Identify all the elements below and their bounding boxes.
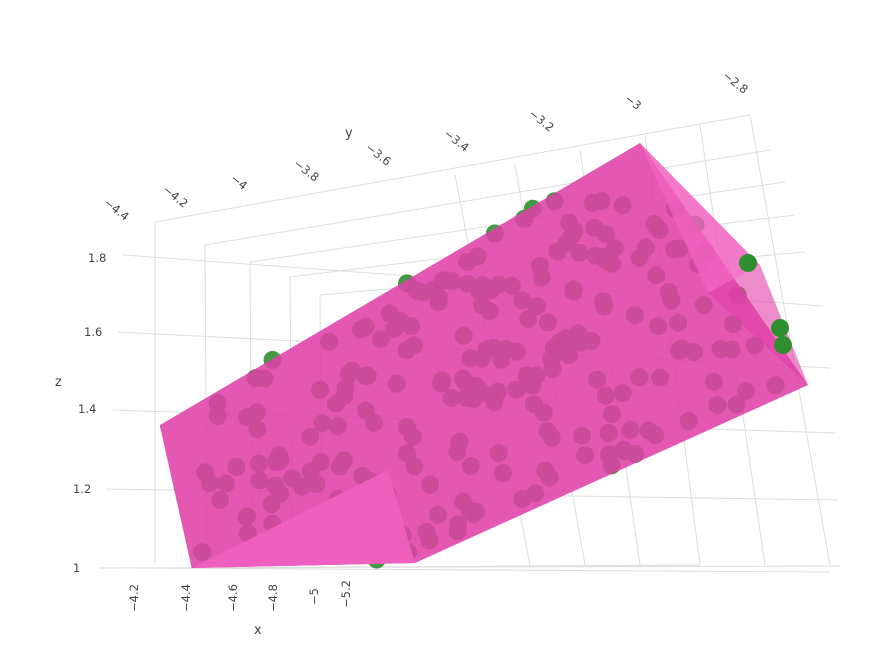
z-tick-label: 1.2 [73,482,91,496]
y-tick-label: −4 [228,171,250,192]
convex-hull-mesh [159,143,808,569]
hull-face [160,143,808,568]
x-axis-title: x [254,623,262,638]
z-tick-label: 1 [73,561,80,575]
scatter-points-front [739,254,792,354]
hull-face [708,265,808,385]
y-tick-label: −3.2 [526,106,557,134]
gridline [204,149,771,246]
z-axis-title: z [55,375,62,390]
x-tick-label: −5 [307,588,321,605]
z-tick-label: 1.6 [84,325,102,339]
z-tick-label: 1.4 [78,402,96,416]
gridline [189,564,701,569]
x-tick-label: −4.2 [127,584,141,612]
scatter-point [771,319,789,337]
y-tick-label: −4.2 [160,182,191,210]
hull-face [192,470,415,568]
scatter-point [739,254,757,272]
y-axis-title: y [345,126,353,141]
y-tick-label: −3.8 [291,156,322,184]
z-tick-label: 1.8 [88,251,106,265]
x-tick-label: −4.6 [226,584,240,612]
x-tick-label: −5.2 [339,580,353,608]
tick-labels: 1 1.2 1.4 1.6 1.8 −4.4 −4.2 −4 −3.8 −3.6 −3.4 −3.2 −… [73,68,751,612]
y-tick-label: −3.4 [441,126,472,154]
y-tick-label: −3 [622,91,644,112]
scatter-point [774,336,792,354]
y-tick-label: −2.8 [720,68,751,96]
x-tick-label: −4.4 [179,584,193,612]
hull-face [640,143,760,293]
x-tick-label: −4.8 [266,584,280,612]
y-tick-label: −4.4 [101,195,132,223]
hull-edge [159,424,193,569]
gridline [134,567,831,573]
y-tick-label: −3.6 [363,140,394,168]
gridline [154,114,751,223]
